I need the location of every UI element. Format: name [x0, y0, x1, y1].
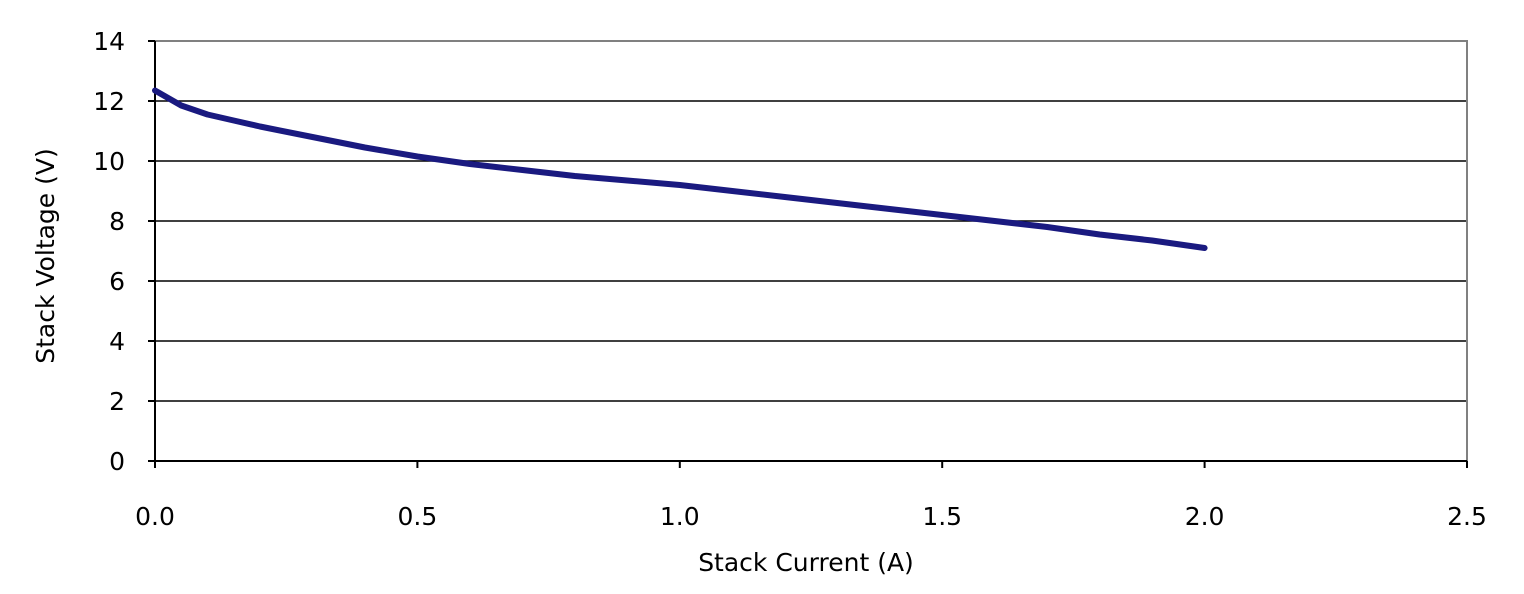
y-tick-label-14: 14: [93, 27, 125, 56]
x-tick-label-1.0: 1.0: [660, 502, 700, 531]
y-tick-label-2: 2: [109, 387, 125, 416]
series-line-stack-voltage: [152, 87, 1208, 251]
axes: [148, 40, 1468, 468]
x-tick-label-0.0: 0.0: [135, 502, 175, 531]
y-tick-label-8: 8: [109, 207, 125, 236]
x-tick-labels: 0.0 0.5 1.0 1.5 2.0 2.5: [135, 502, 1487, 531]
x-tick-label-1.5: 1.5: [922, 502, 962, 531]
y-tick-label-10: 10: [93, 147, 125, 176]
y-tick-labels: 0 2 4 6 8 10 12 14: [93, 27, 125, 476]
x-tick-label-0.5: 0.5: [398, 502, 438, 531]
plot-area-frame: [154, 40, 1468, 462]
x-tick-label-2.0: 2.0: [1185, 502, 1225, 531]
y-axis-title: Stack Voltage (V): [31, 148, 60, 364]
y-tick-label-4: 4: [109, 327, 125, 356]
y-tick-label-12: 12: [93, 87, 125, 116]
gridlines: [155, 100, 1467, 402]
x-axis-title: Stack Current (A): [698, 548, 914, 577]
y-tick-label-0: 0: [109, 447, 125, 476]
x-tick-label-2.5: 2.5: [1447, 502, 1487, 531]
y-tick-label-6: 6: [109, 267, 125, 296]
